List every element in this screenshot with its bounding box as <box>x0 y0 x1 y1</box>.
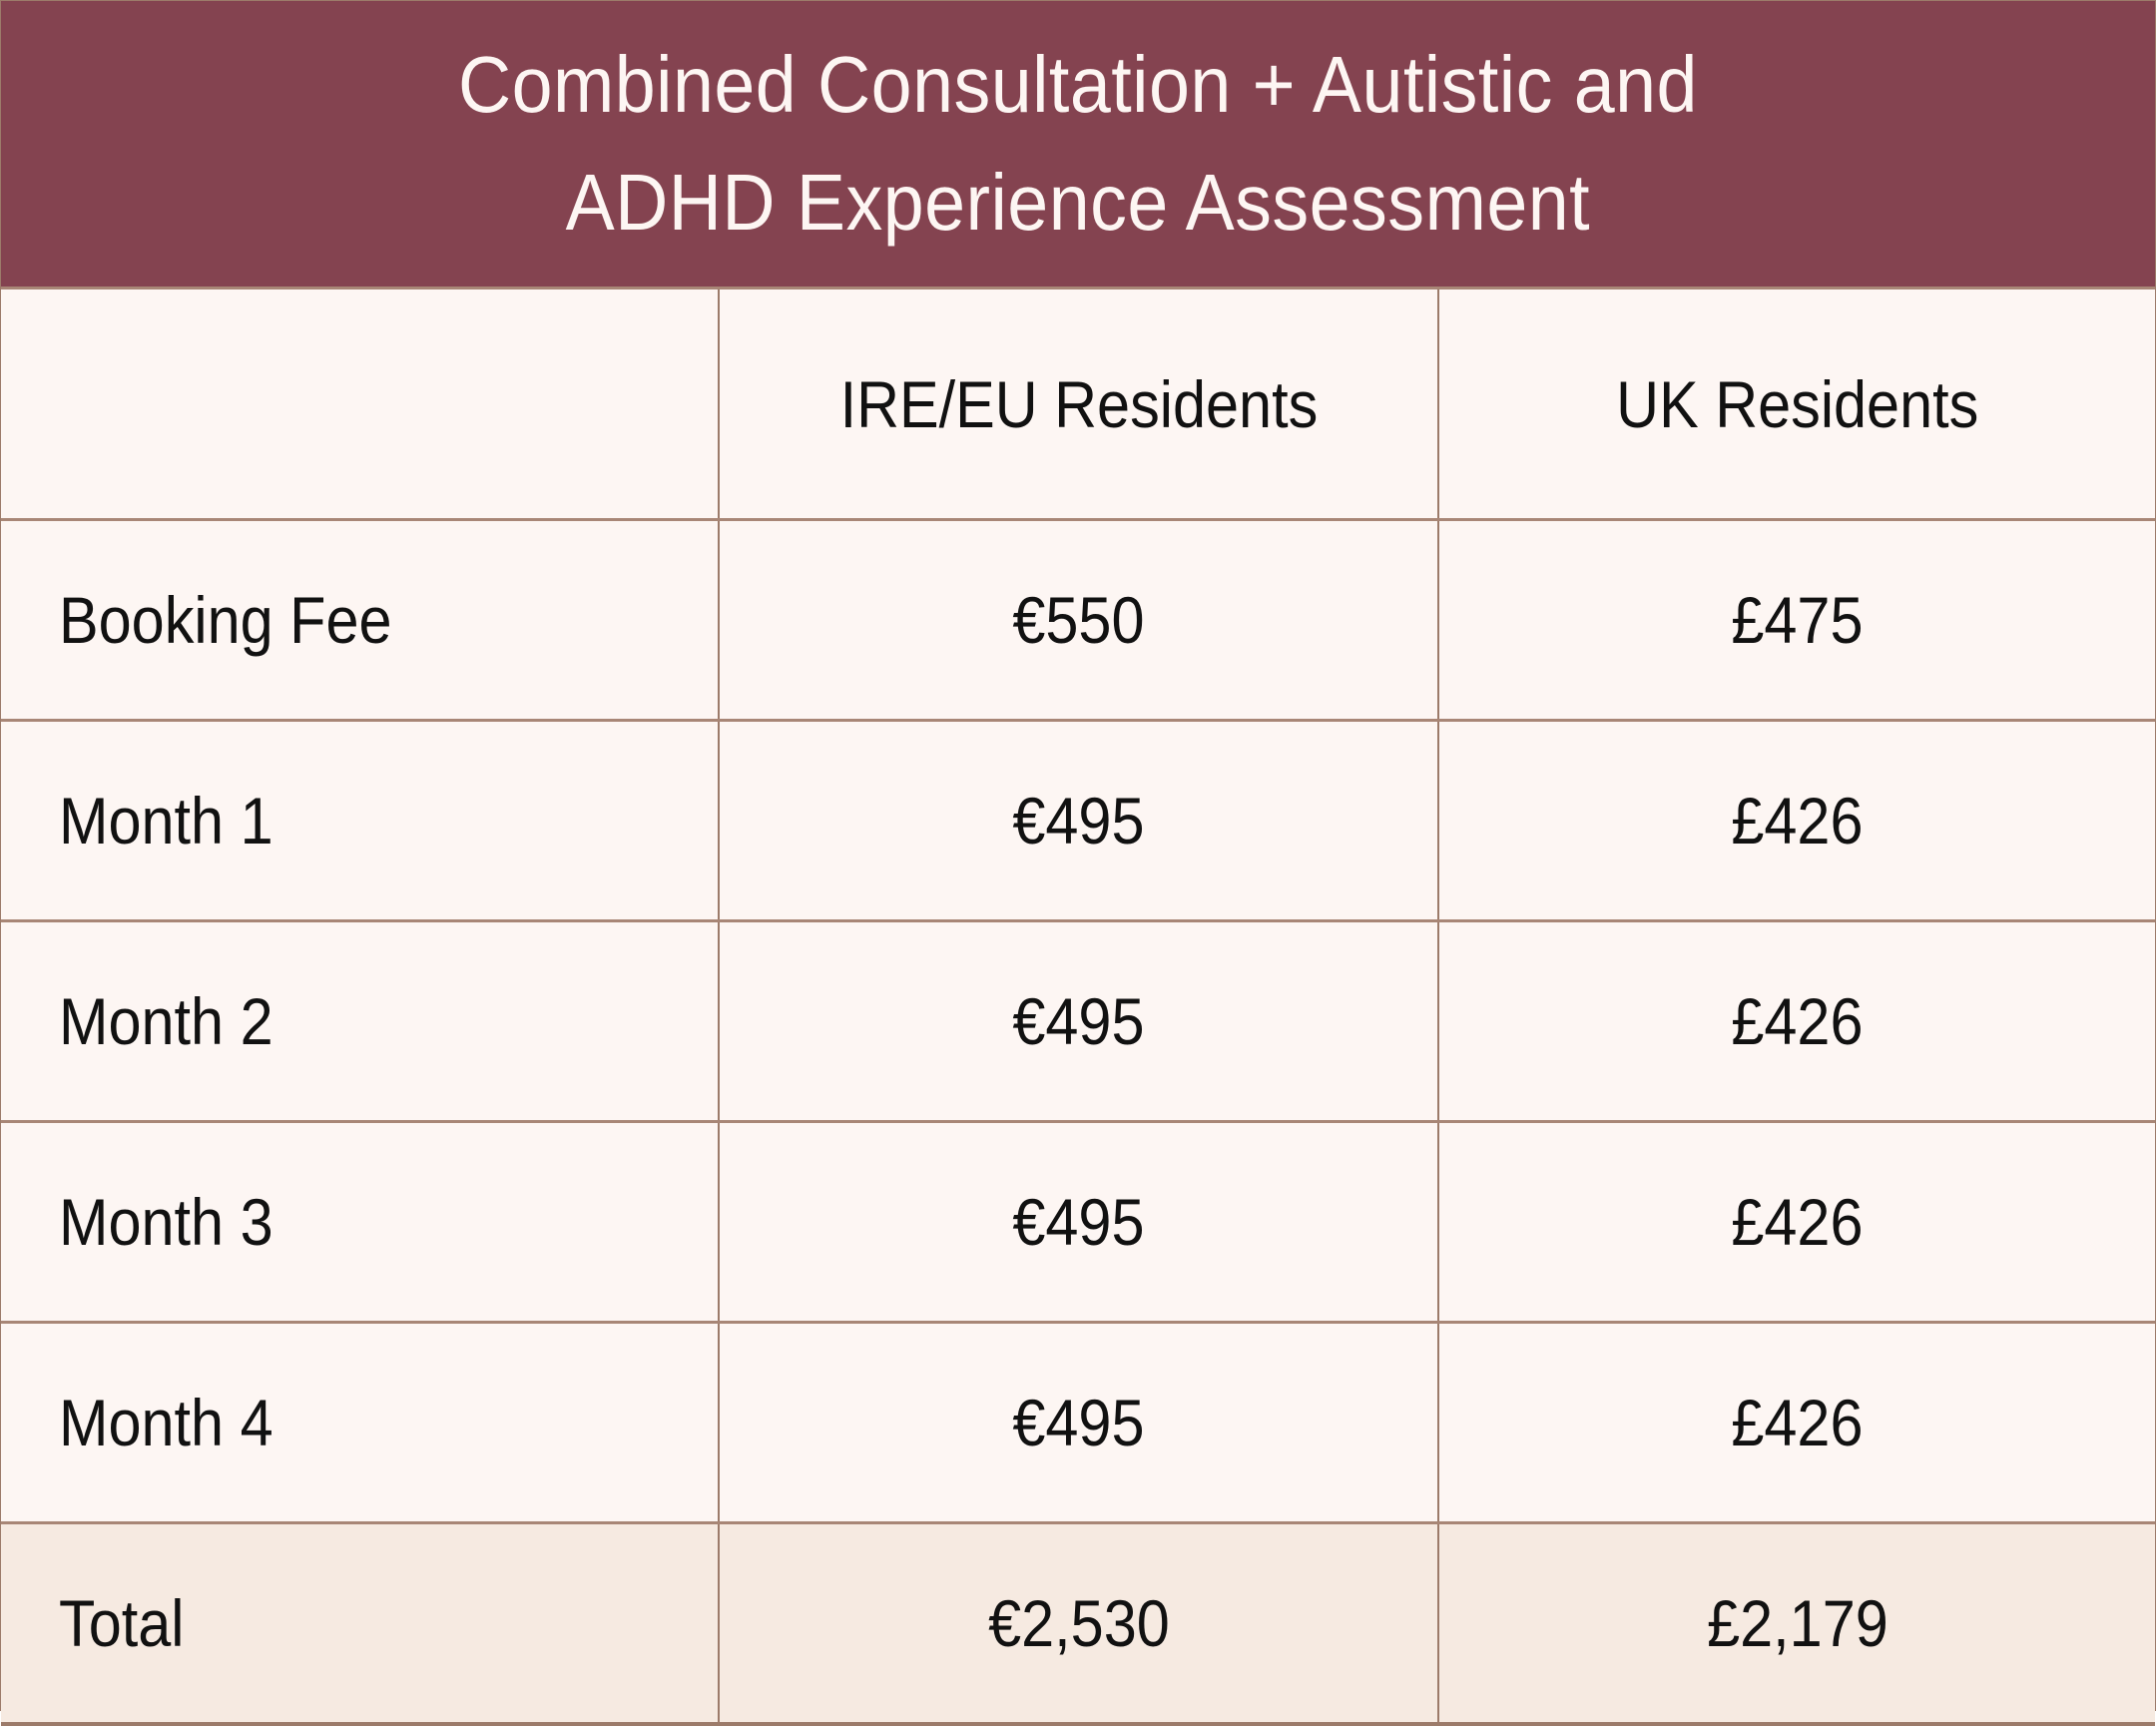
eu-price-cell: €495 <box>719 720 1439 922</box>
uk-price-cell: £426 <box>1438 720 2155 922</box>
title-line-2: ADHD Experience Assessment <box>565 158 1591 247</box>
uk-price-cell: £475 <box>1438 519 2155 722</box>
eu-price-cell: €495 <box>719 920 1439 1123</box>
header-eu-label: IRE/EU Residents <box>839 366 1318 441</box>
total-uk-cell: £2,179 <box>1438 1522 2155 1726</box>
table-header-row: IRE/EU Residents UK Residents <box>1 289 2155 521</box>
eu-price-cell: €550 <box>719 519 1439 722</box>
header-cell-empty <box>1 289 720 521</box>
title-banner: Combined Consultation + Autistic and ADH… <box>1 1 2155 289</box>
table-row: Month 3 €495 £426 <box>1 1121 2155 1324</box>
table-row: Month 2 €495 £426 <box>1 920 2155 1123</box>
header-uk-label: UK Residents <box>1615 366 1979 441</box>
row-label-cell: Booking Fee <box>1 519 720 722</box>
title-line-1: Combined Consultation + Autistic and <box>458 40 1698 129</box>
pricing-table: IRE/EU Residents UK Residents Booking Fe… <box>1 289 2155 1726</box>
total-label-cell: Total <box>1 1522 720 1726</box>
row-label-cell: Month 1 <box>1 720 720 922</box>
total-eu-cell: €2,530 <box>719 1522 1439 1726</box>
row-label-cell: Month 3 <box>1 1121 720 1324</box>
eu-price-cell: €495 <box>719 1322 1439 1524</box>
table-row: Month 4 €495 £426 <box>1 1322 2155 1524</box>
total-row: Total €2,530 £2,179 <box>1 1522 2155 1726</box>
uk-price-cell: £426 <box>1438 920 2155 1123</box>
table-row: Month 1 €495 £426 <box>1 720 2155 922</box>
row-label-cell: Month 4 <box>1 1322 720 1524</box>
header-cell-uk: UK Residents <box>1438 289 2155 521</box>
eu-price-cell: €495 <box>719 1121 1439 1324</box>
row-label-cell: Month 2 <box>1 920 720 1123</box>
uk-price-cell: £426 <box>1438 1322 2155 1524</box>
header-cell-eu: IRE/EU Residents <box>719 289 1439 521</box>
table-row: Booking Fee €550 £475 <box>1 519 2155 722</box>
uk-price-cell: £426 <box>1438 1121 2155 1324</box>
